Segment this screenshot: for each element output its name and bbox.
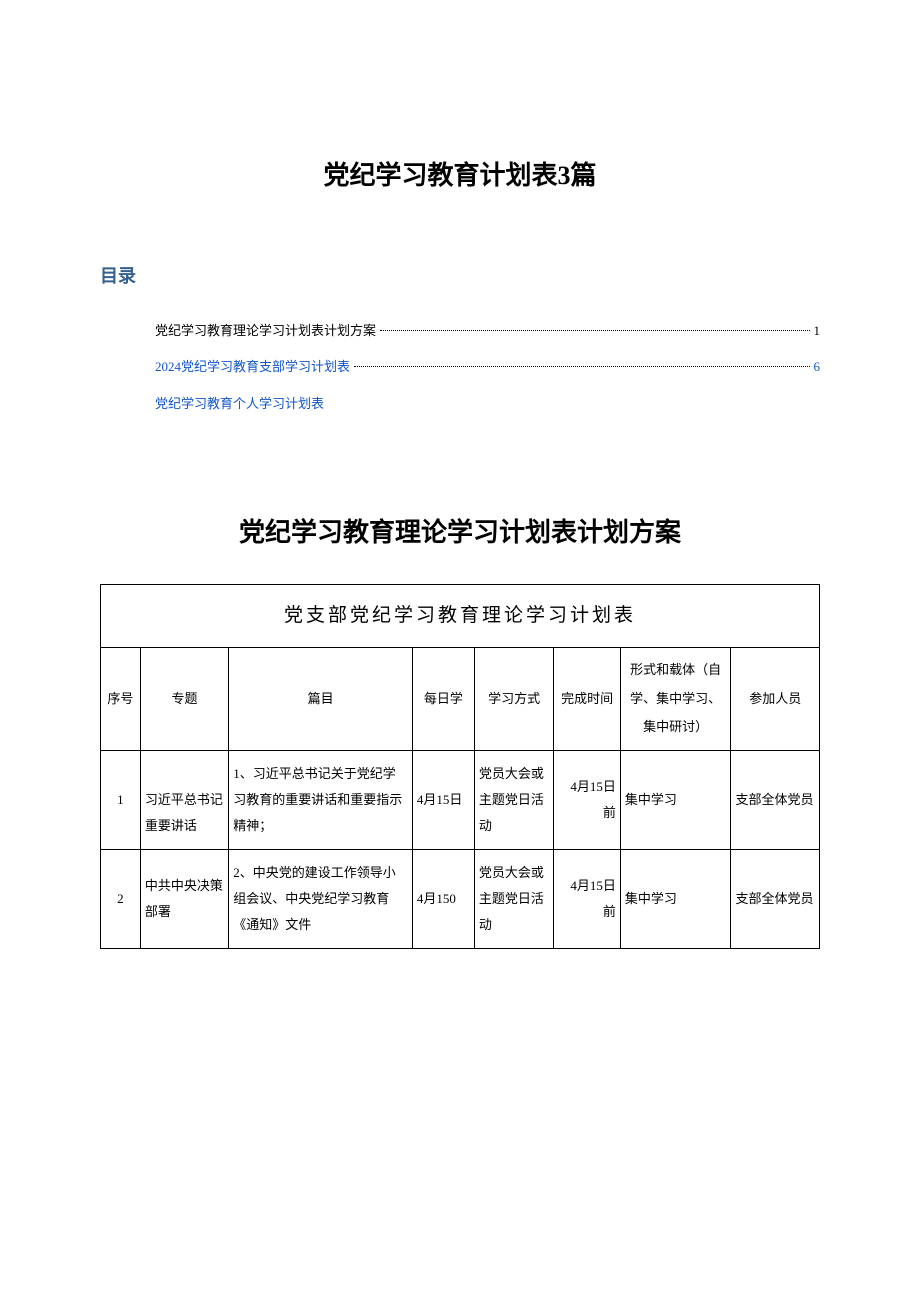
- header-seq: 序号: [101, 648, 141, 751]
- header-attendee: 参加人员: [731, 648, 820, 751]
- table-row: 1 习近平总书记重要讲话 1、习近平总书记关于党纪学习教育的重要讲话和重要指示精…: [101, 750, 820, 849]
- cell-topic: 习近平总书记重要讲话: [140, 750, 228, 849]
- cell-seq: 2: [101, 849, 141, 948]
- toc-text: 党纪学习教育理论学习计划表计划方案: [155, 313, 376, 349]
- cell-daily: 4月15日: [412, 750, 474, 849]
- cell-deadline: 4月15日前: [554, 750, 620, 849]
- cell-method: 党员大会或主题党日活动: [474, 750, 554, 849]
- main-title: 党纪学习教育计划表3篇: [100, 155, 820, 192]
- toc-list: 党纪学习教育理论学习计划表计划方案 1 2024党纪学习教育支部学习计划表 6 …: [100, 313, 820, 422]
- table-row: 2 中共中央决策部署 2、中央党的建设工作领导小组会议、中央党纪学习教育《通知》…: [101, 849, 820, 948]
- header-format: 形式和载体（自学、集中学习、集中研讨）: [620, 648, 731, 751]
- header-deadline: 完成时间: [554, 648, 620, 751]
- cell-attendee: 支部全体党员: [731, 849, 820, 948]
- toc-item[interactable]: 党纪学习教育个人学习计划表: [155, 386, 820, 422]
- toc-dots: [380, 330, 809, 331]
- study-plan-table: 党支部党纪学习教育理论学习计划表 序号 专题 篇目 每日学 学习方式 完成时间 …: [100, 584, 820, 949]
- cell-format: 集中学习: [620, 750, 731, 849]
- table-header-row: 序号 专题 篇目 每日学 学习方式 完成时间 形式和载体（自学、集中学习、集中研…: [101, 648, 820, 751]
- table-title-row: 党支部党纪学习教育理论学习计划表: [101, 585, 820, 648]
- cell-topic: 中共中央决策部署: [140, 849, 228, 948]
- table-title: 党支部党纪学习教育理论学习计划表: [101, 585, 820, 648]
- toc-item[interactable]: 2024党纪学习教育支部学习计划表 6: [155, 349, 820, 385]
- toc-heading: 目录: [100, 262, 820, 288]
- cell-seq: 1: [101, 750, 141, 849]
- toc-dots: [354, 366, 809, 367]
- cell-daily: 4月150: [412, 849, 474, 948]
- toc-page: 6: [814, 349, 821, 385]
- cell-content: 1、习近平总书记关于党纪学习教育的重要讲话和重要指示精神；: [229, 750, 413, 849]
- header-topic: 专题: [140, 648, 228, 751]
- cell-deadline: 4月15日前: [554, 849, 620, 948]
- cell-content: 2、中央党的建设工作领导小组会议、中央党纪学习教育《通知》文件: [229, 849, 413, 948]
- toc-item[interactable]: 党纪学习教育理论学习计划表计划方案 1: [155, 313, 820, 349]
- cell-method: 党员大会或主题党日活动: [474, 849, 554, 948]
- cell-format: 集中学习: [620, 849, 731, 948]
- toc-text: 党纪学习教育个人学习计划表: [155, 386, 324, 422]
- section-title: 党纪学习教育理论学习计划表计划方案: [100, 512, 820, 549]
- header-method: 学习方式: [474, 648, 554, 751]
- toc-text: 2024党纪学习教育支部学习计划表: [155, 349, 350, 385]
- header-content: 篇目: [229, 648, 413, 751]
- toc-page: 1: [814, 313, 821, 349]
- header-daily: 每日学: [412, 648, 474, 751]
- cell-attendee: 支部全体党员: [731, 750, 820, 849]
